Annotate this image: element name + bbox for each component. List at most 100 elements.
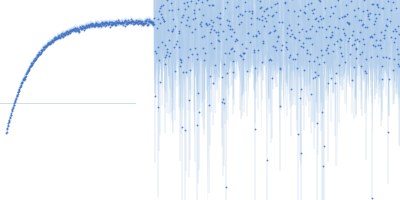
Point [296,31,302,34]
Point [96,22,103,26]
Point [47,42,54,45]
Point [10,106,16,110]
Point [78,26,84,30]
Point [82,26,88,29]
Point [49,40,55,43]
Point [139,23,145,26]
Point [102,21,109,24]
Point [313,29,319,32]
Point [366,35,373,39]
Point [375,5,381,9]
Point [160,18,166,21]
Point [35,53,41,57]
Point [42,46,49,49]
Point [360,9,367,13]
Point [229,28,235,31]
Point [217,23,223,26]
Point [344,20,350,23]
Point [76,29,83,32]
Point [42,45,48,48]
Point [11,102,18,105]
Point [21,76,28,80]
Point [48,41,54,44]
Point [38,50,44,53]
Point [298,27,305,30]
Point [120,21,126,24]
Point [104,23,111,26]
Point [67,31,73,35]
Point [117,22,123,25]
Point [321,61,328,64]
Point [336,63,342,66]
Point [259,60,265,63]
Point [289,0,296,1]
Point [390,0,396,3]
Point [264,6,270,9]
Point [142,22,148,25]
Point [77,26,83,29]
Point [134,20,140,23]
Point [21,77,27,81]
Point [146,20,153,23]
Point [20,78,26,81]
Point [297,44,304,47]
Point [231,49,238,52]
Point [166,55,173,58]
Point [364,8,370,12]
Point [274,1,280,4]
Point [319,25,325,29]
Point [216,16,223,20]
Point [294,53,300,56]
Point [111,21,117,24]
Point [374,54,380,57]
Point [34,54,40,57]
Point [190,18,196,21]
Point [198,20,204,23]
Point [131,20,138,24]
Point [110,21,116,24]
Point [90,22,96,25]
Point [273,11,279,14]
Point [104,21,110,25]
Point [7,115,14,118]
Point [184,1,190,4]
Point [361,42,367,46]
Point [84,23,91,26]
Point [63,31,70,35]
Point [112,23,119,27]
Point [315,20,322,23]
Point [71,28,78,32]
Point [291,10,297,13]
Point [28,64,34,67]
Point [183,23,190,27]
Point [12,97,19,100]
Point [283,46,289,49]
Point [4,125,11,128]
Point [279,44,285,47]
Point [375,43,382,47]
Point [26,68,32,71]
Point [18,81,25,84]
Point [362,25,368,29]
Point [322,6,328,9]
Point [294,67,300,70]
Point [267,57,273,60]
Point [90,24,96,27]
Point [291,36,298,39]
Point [316,25,323,28]
Point [94,23,101,26]
Point [394,25,400,28]
Point [119,21,125,24]
Point [286,24,292,27]
Point [332,5,339,8]
Point [341,15,347,18]
Point [307,52,314,55]
Point [122,25,128,28]
Point [16,89,22,93]
Point [354,38,360,41]
Point [33,58,39,61]
Point [230,60,236,63]
Point [234,39,240,42]
Point [32,58,38,61]
Point [328,6,334,9]
